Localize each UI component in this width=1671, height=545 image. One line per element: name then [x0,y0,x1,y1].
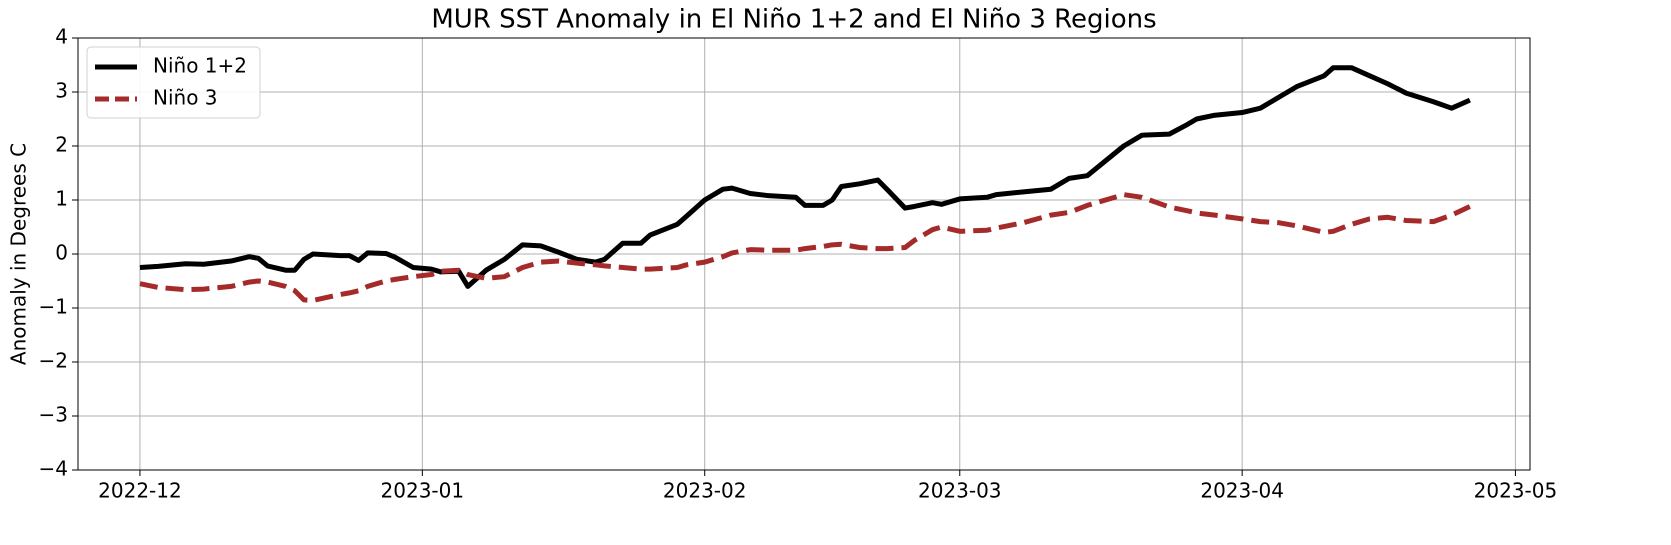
y-tick-label: 0 [55,241,68,265]
x-tick-label: 2023-05 [1474,479,1558,503]
x-tick-label: 2023-03 [918,479,1002,503]
y-tick-label: 1 [55,187,68,211]
y-tick-label: 3 [55,79,68,103]
x-tick-label: 2023-01 [381,479,465,503]
x-tick-label: 2023-04 [1200,479,1284,503]
x-tick-label: 2023-02 [663,479,747,503]
y-tick-label: −3 [39,403,68,427]
legend-label: Niño 3 [153,86,218,110]
y-tick-label: 2 [55,133,68,157]
y-axis-label: Anomaly in Degrees C [7,143,31,365]
legend: Niño 1+2 Niño 3 [86,46,261,119]
plot-frame [77,37,1531,471]
legend-label: Niño 1+2 [153,54,247,78]
series-line [139,65,1471,289]
y-tick-label: −4 [39,457,68,481]
series-line [139,192,1471,303]
x-tick-label: 2022-12 [98,479,182,503]
chart-title: MUR SST Anomaly in El Niño 1+2 and El Ni… [431,5,1156,35]
y-tick-label: 4 [55,25,68,49]
y-tick-label: −2 [39,349,68,373]
y-tick-label: −1 [39,295,68,319]
